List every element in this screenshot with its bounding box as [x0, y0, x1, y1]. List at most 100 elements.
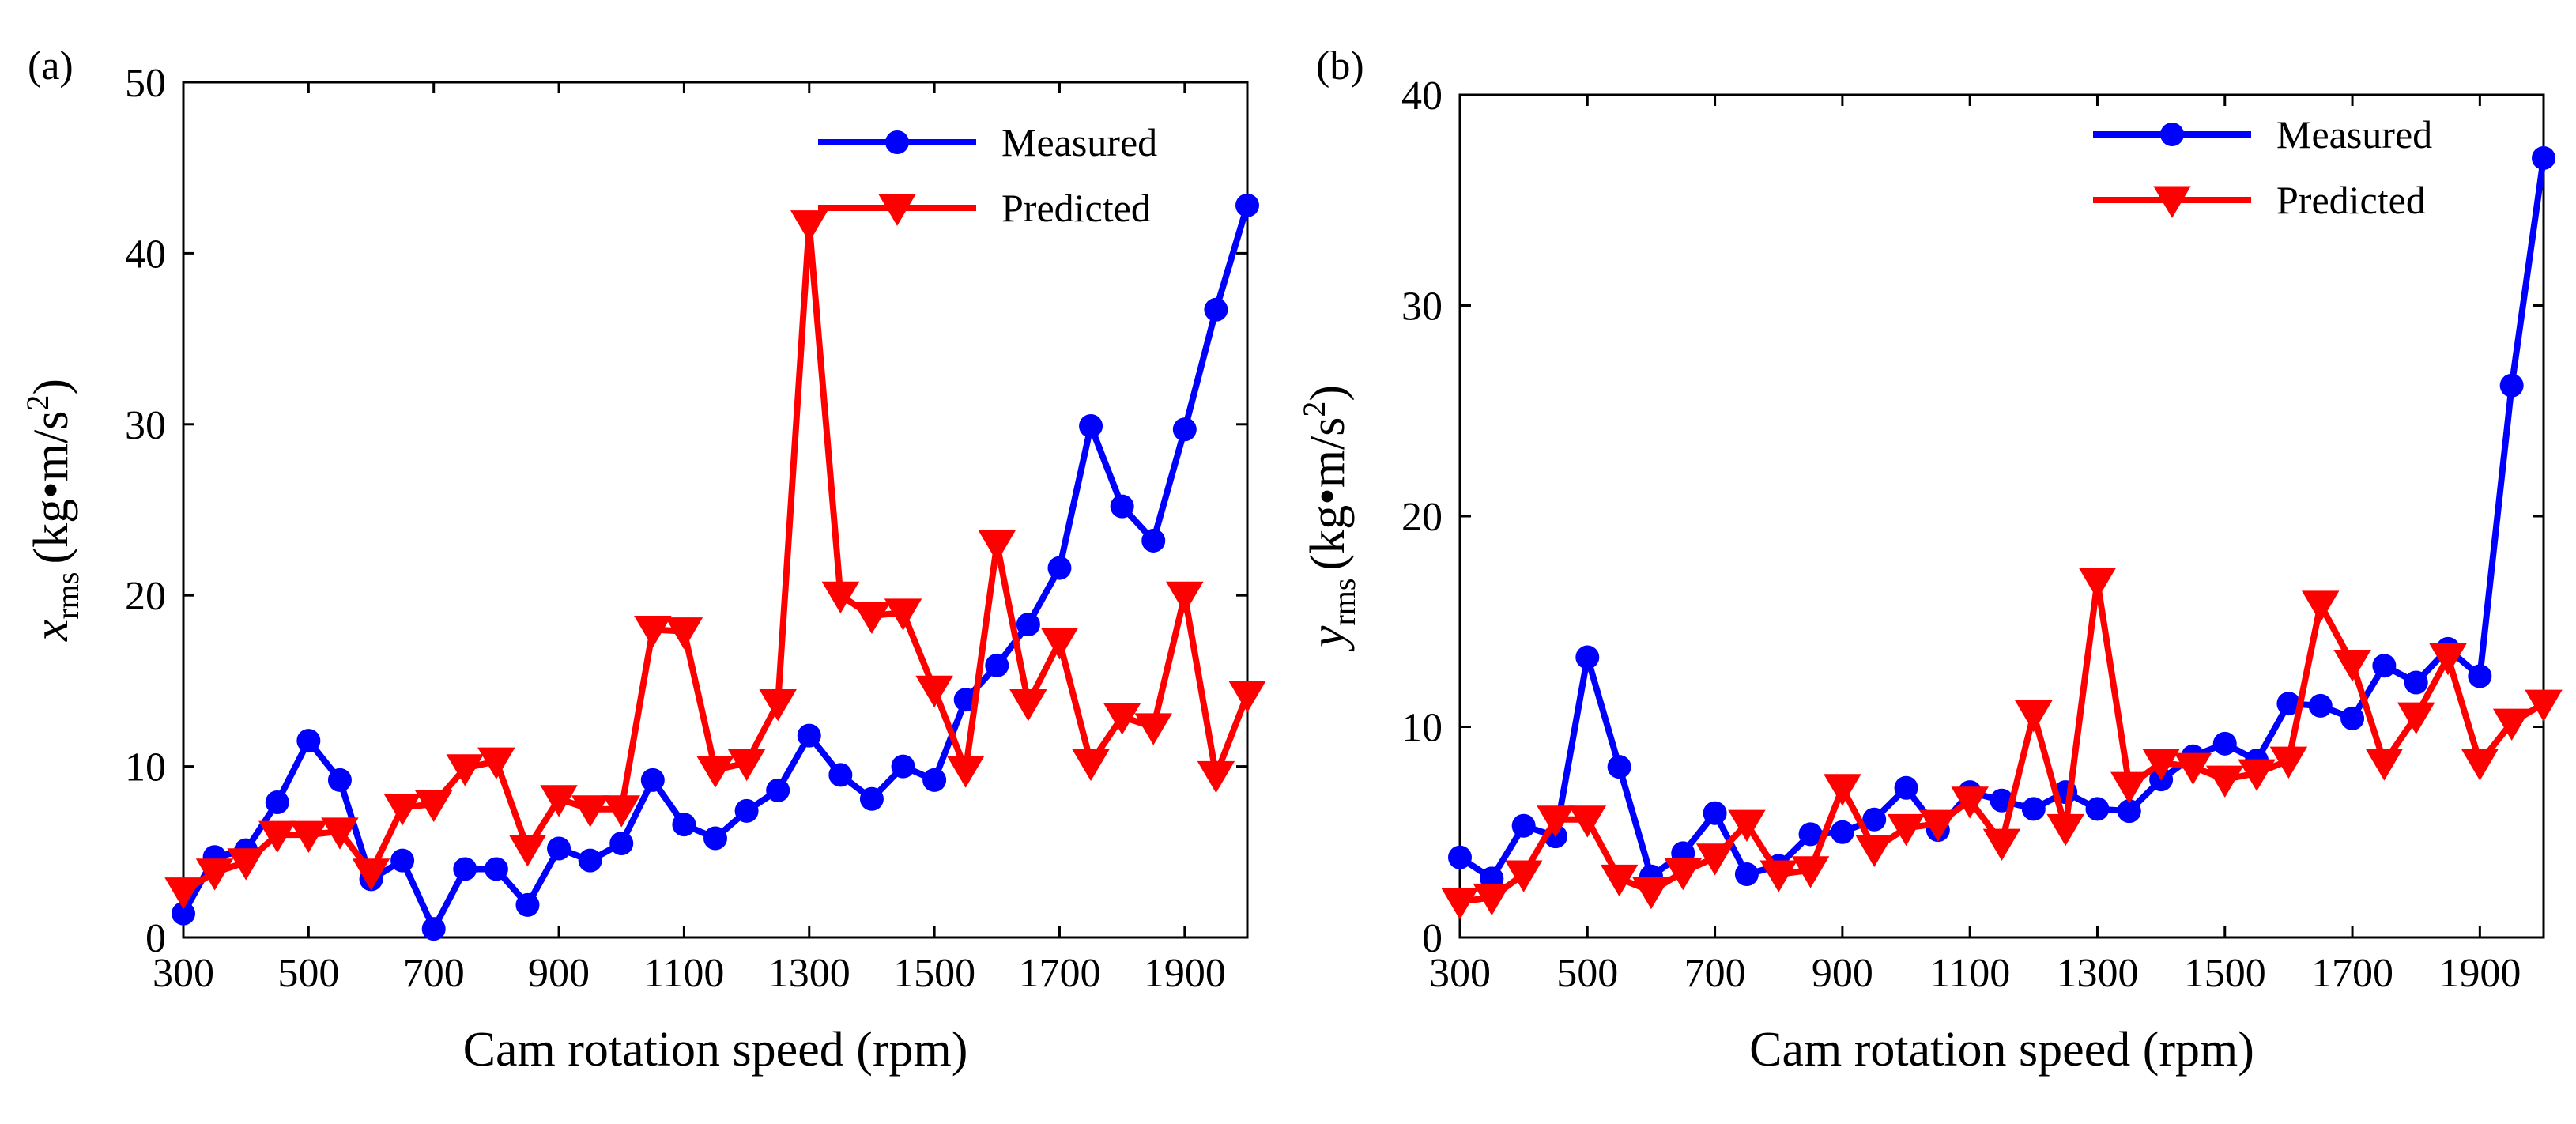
- data-point-predicted: [2015, 700, 2053, 733]
- data-point-measured: [265, 790, 289, 815]
- data-point-measured: [1079, 413, 1103, 438]
- data-point-predicted: [1166, 581, 1204, 614]
- data-point-predicted: [477, 747, 515, 779]
- x-axis-title: Cam rotation speed (rpm): [1749, 1023, 2254, 1077]
- y-axis-title-subscript: rms: [50, 572, 85, 620]
- data-point-predicted: [759, 689, 797, 722]
- y-tick-label: 20: [125, 574, 166, 619]
- data-point-predicted: [352, 858, 390, 891]
- data-point-measured: [296, 729, 321, 753]
- data-point-measured: [2499, 373, 2524, 398]
- data-point-predicted: [946, 756, 985, 788]
- data-point-predicted: [508, 834, 547, 867]
- series-measured: [1448, 145, 2555, 891]
- data-point-predicted: [1695, 843, 1734, 876]
- data-point-predicted: [2492, 708, 2531, 741]
- data-point-predicted: [1473, 883, 1511, 916]
- data-point-predicted: [602, 795, 640, 828]
- data-point-measured: [922, 768, 947, 792]
- y-tick-label: 20: [1401, 495, 1443, 540]
- data-point-measured: [421, 917, 446, 941]
- data-point-measured: [1830, 820, 1854, 844]
- y-tick-label: 30: [1401, 285, 1443, 330]
- data-point-measured: [2340, 706, 2365, 730]
- data-point-predicted: [1982, 828, 2021, 861]
- data-point-predicted: [1103, 703, 1141, 735]
- legend-entry-measured: Measured: [2093, 112, 2432, 157]
- series-predicted: [164, 210, 1266, 910]
- data-point-measured: [1511, 813, 1536, 838]
- x-axis-title: Cam rotation speed (rpm): [463, 1023, 968, 1077]
- data-point-measured: [1141, 528, 1166, 553]
- data-point-predicted: [2206, 765, 2244, 798]
- data-point-predicted: [1664, 858, 1703, 891]
- y-tick-label: 30: [125, 403, 166, 448]
- data-point-predicted: [1197, 760, 1235, 794]
- data-point-predicted: [1919, 809, 1957, 842]
- legend-label: Predicted: [1001, 186, 1151, 230]
- data-point-measured: [1575, 645, 1600, 669]
- data-point-measured: [891, 754, 915, 779]
- data-point-measured: [1894, 775, 1918, 800]
- x-tick-label: 300: [153, 951, 214, 996]
- x-tick-label: 1900: [2438, 951, 2521, 996]
- data-point-predicted: [1728, 809, 1766, 842]
- data-point-predicted: [1009, 689, 1047, 722]
- x-tick-label: 1900: [1144, 951, 1226, 996]
- x-tick-label: 700: [1684, 951, 1746, 996]
- data-point-measured: [2372, 654, 2397, 678]
- data-point-predicted: [2333, 650, 2371, 682]
- data-point-predicted: [790, 210, 828, 243]
- data-point-measured: [1448, 845, 1472, 869]
- legend-entry-predicted: Predicted: [2093, 178, 2426, 222]
- data-point-measured: [484, 857, 508, 881]
- data-point-measured: [640, 768, 665, 792]
- chart-panel-a: (a) 300 500 700 900 1100 1300 1500 1700 1900 0 10 20…: [20, 43, 1266, 1077]
- x-tick-label: 1700: [2311, 951, 2393, 996]
- y-axis-title-unit-close: ): [1301, 385, 1355, 402]
- legend-label: Measured: [2276, 112, 2432, 157]
- x-tick-label: 500: [277, 951, 339, 996]
- y-axis-title: yrms (kg•m/s2): [1296, 385, 1362, 652]
- data-point-predicted: [1855, 835, 1893, 867]
- y-axis-title-symbol: y: [1301, 625, 1355, 652]
- y-tick-label: 40: [1401, 74, 1443, 119]
- data-point-predicted: [1824, 774, 1861, 806]
- data-point-predicted: [383, 794, 421, 826]
- x-tick-label: 1500: [2184, 951, 2266, 996]
- data-point-predicted: [1072, 749, 1110, 782]
- data-point-predicted: [1134, 713, 1172, 745]
- data-point-predicted: [164, 877, 202, 910]
- data-point-predicted: [2142, 749, 2180, 781]
- legend-label: Measured: [1001, 120, 1157, 164]
- data-point-measured: [609, 831, 634, 855]
- data-point-predicted: [258, 820, 296, 854]
- data-point-measured: [1235, 193, 1259, 217]
- data-point-predicted: [2046, 813, 2084, 847]
- data-point-measured: [2468, 664, 2492, 688]
- x-tick-label: 1500: [893, 951, 975, 996]
- data-point-measured: [2276, 692, 2301, 716]
- data-point-predicted: [1759, 860, 1797, 892]
- data-point-predicted: [571, 795, 609, 828]
- legend-marker: [878, 194, 916, 226]
- x-tick-label: 300: [1429, 951, 1491, 996]
- data-point-measured: [515, 892, 540, 917]
- y-axis-title-unit-close: ): [25, 379, 78, 395]
- data-point-measured: [1734, 862, 1759, 887]
- data-point-measured: [1862, 807, 1887, 832]
- data-point-measured: [734, 798, 759, 823]
- y-tick-label: 0: [145, 916, 166, 961]
- data-point-measured: [797, 723, 821, 748]
- data-point-measured: [2117, 799, 2141, 824]
- x-tick-label: 900: [1812, 951, 1873, 996]
- data-point-predicted: [2078, 568, 2117, 600]
- data-point-measured: [1204, 297, 1228, 322]
- x-tick-label: 1100: [1929, 951, 2010, 996]
- data-point-measured: [390, 848, 415, 873]
- data-point-measured: [327, 768, 352, 792]
- data-point-predicted: [1228, 681, 1266, 713]
- data-point-predicted: [2269, 746, 2308, 779]
- data-point-measured: [1607, 755, 1631, 779]
